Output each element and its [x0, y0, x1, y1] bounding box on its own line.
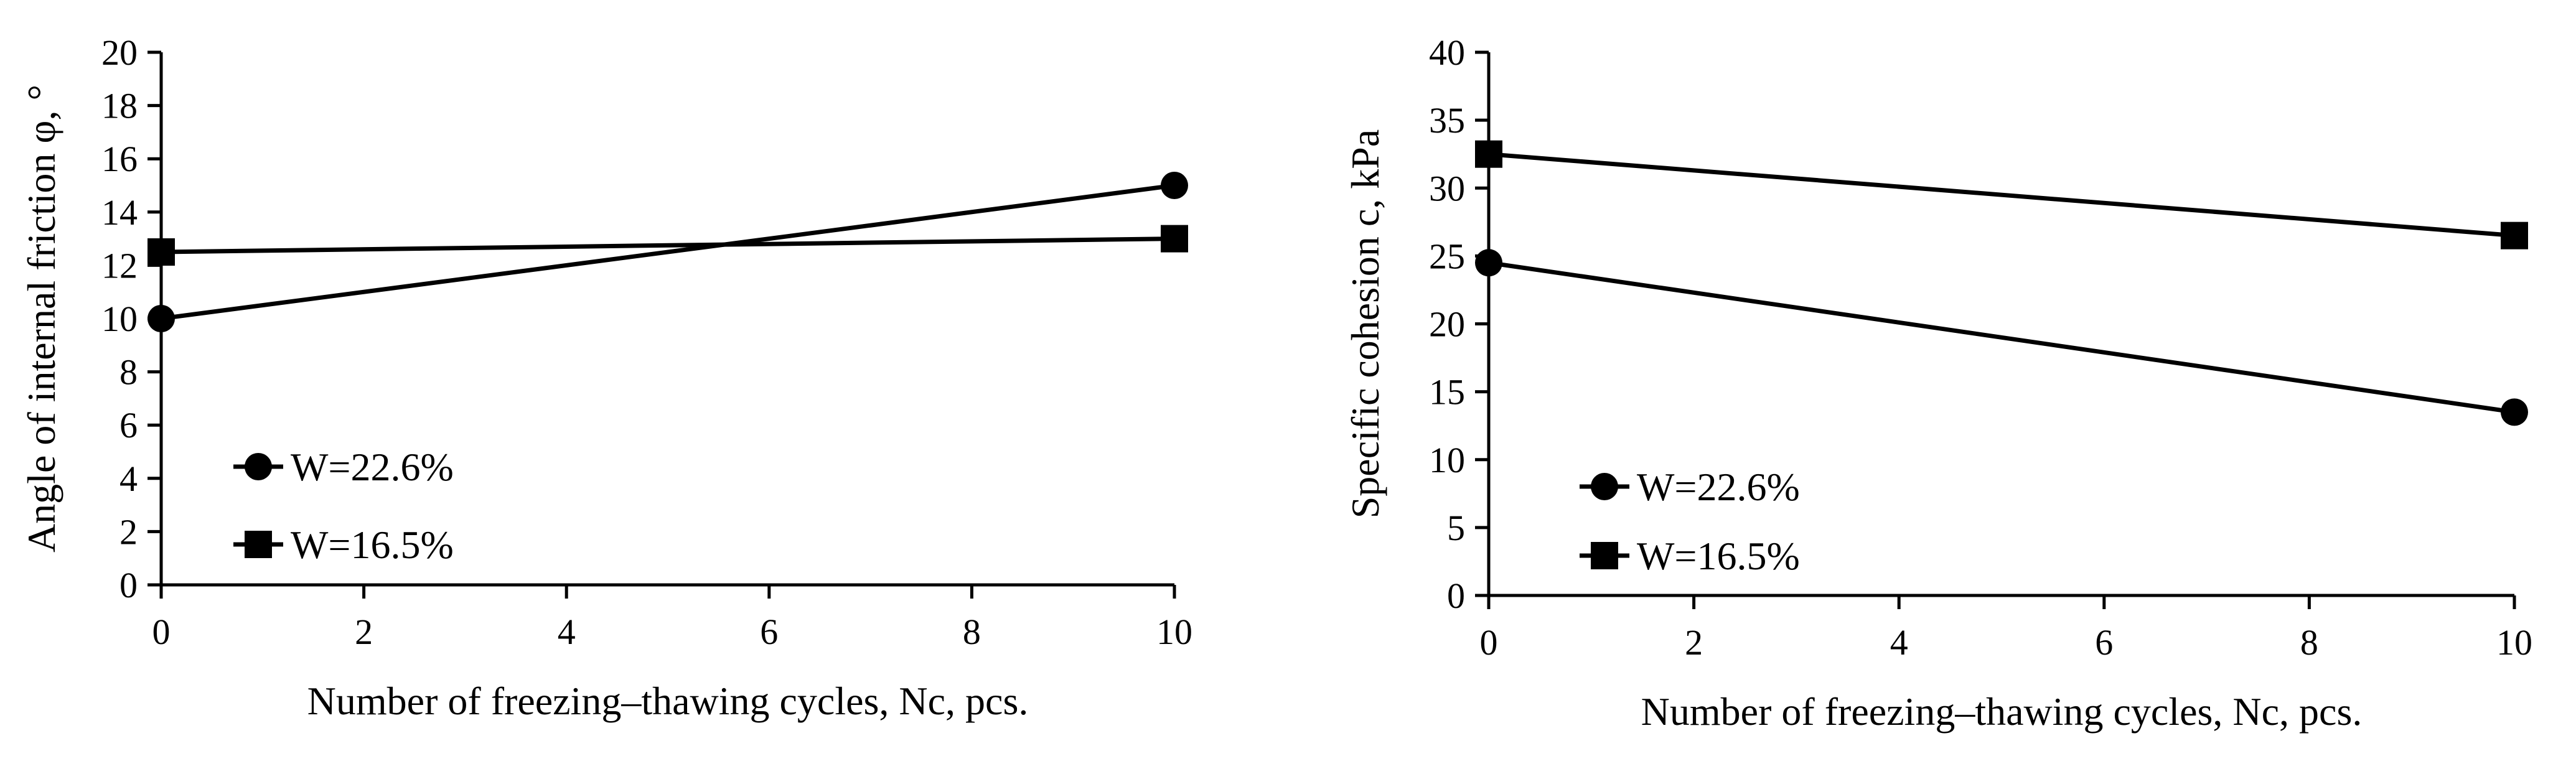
- y-tick-label: 16: [101, 139, 138, 179]
- x-tick-label: 0: [152, 612, 171, 652]
- data-point: [148, 238, 175, 266]
- x-tick-label: 8: [963, 612, 981, 652]
- data-point: [1161, 225, 1188, 253]
- data-point: [1475, 140, 1502, 168]
- x-tick-label: 4: [558, 612, 576, 652]
- legend-square-marker: [1591, 542, 1618, 569]
- y-tick-label: 8: [119, 352, 138, 393]
- y-tick-label: 2: [119, 511, 138, 552]
- y-axis-title: Angle of internal friction φ, °: [19, 85, 63, 553]
- data-point: [1475, 249, 1502, 277]
- y-tick-label: 20: [101, 32, 138, 73]
- x-tick-label: 2: [355, 612, 373, 652]
- legend-entry: W=22.6%: [1580, 465, 1800, 509]
- legend-circle-marker: [245, 453, 272, 480]
- data-point: [2501, 222, 2528, 250]
- data-point: [1161, 172, 1188, 199]
- data-point: [2501, 398, 2528, 426]
- y-tick-label: 14: [101, 192, 138, 233]
- series-w165: [148, 225, 1188, 266]
- y-tick-label: 25: [1429, 236, 1465, 276]
- legend-label: W=22.6%: [1637, 465, 1800, 509]
- legend-label: W=22.6%: [291, 445, 454, 489]
- chart-2: 0 5 10 15 20 25 30 35 40 0 2 4 6 8 10 Number of freezin…: [1343, 32, 2532, 734]
- legend-entry: W=16.5%: [233, 523, 454, 567]
- x-tick-label: 6: [2095, 622, 2113, 663]
- legend-entry: W=16.5%: [1580, 534, 1800, 578]
- legend-label: W=16.5%: [291, 523, 454, 567]
- x-tick-label: 4: [1890, 622, 1908, 663]
- legend-square-marker: [245, 531, 272, 558]
- chart-1: 0 2 4 6 8 10 12 14 16 18 20 0 2 4 6 8 10 Number of freezi…: [19, 32, 1192, 723]
- x-axis-title: Number of freezing–thawing cycles, Nc, p…: [307, 679, 1029, 723]
- legend-circle-marker: [1591, 473, 1618, 500]
- series-w226: [1475, 249, 2528, 426]
- x-tick-label: 0: [1480, 622, 1498, 663]
- series-line: [1488, 260, 2515, 414]
- y-tick-label: 35: [1429, 100, 1465, 141]
- series-line: [1488, 152, 2515, 238]
- y-tick-label: 40: [1429, 32, 1465, 73]
- y-tick-label: 10: [101, 299, 138, 339]
- y-tick-label: 12: [101, 245, 138, 286]
- x-tick-label: 2: [1685, 622, 1703, 663]
- y-tick-label: 0: [119, 565, 138, 605]
- series-line: [161, 236, 1175, 254]
- x-axis-title: Number of freezing–thawing cycles, Nc, p…: [1641, 689, 2363, 734]
- legend-entry: W=22.6%: [233, 445, 454, 489]
- x-tick-label: 6: [760, 612, 778, 652]
- y-tick-label: 4: [119, 459, 138, 499]
- y-tick-label: 6: [119, 405, 138, 445]
- legend-label: W=16.5%: [1637, 534, 1800, 578]
- x-tick-label: 10: [1156, 612, 1192, 652]
- y-tick-label: 0: [1447, 576, 1465, 616]
- y-axis-title: Specific cohesion c, kPa: [1343, 129, 1387, 519]
- x-tick-label: 8: [2300, 622, 2318, 663]
- y-tick-label: 5: [1447, 508, 1465, 548]
- series-w226: [148, 172, 1188, 332]
- y-tick-label: 18: [101, 86, 138, 126]
- y-tick-label: 10: [1429, 440, 1465, 480]
- y-tick-label: 20: [1429, 304, 1465, 345]
- y-tick-label: 30: [1429, 168, 1465, 208]
- x-tick-label: 10: [2496, 622, 2532, 663]
- data-point: [148, 305, 175, 332]
- series-w165: [1475, 140, 2528, 250]
- y-tick-label: 15: [1429, 372, 1465, 413]
- series-line: [161, 183, 1175, 321]
